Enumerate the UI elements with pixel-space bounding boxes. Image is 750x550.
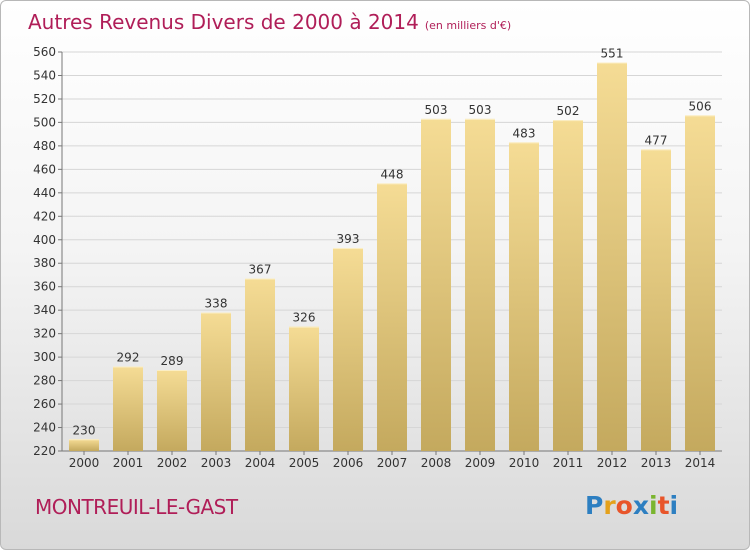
bar — [553, 120, 583, 452]
y-tick-label: 260 — [33, 397, 56, 411]
x-tick-label: 2001 — [113, 456, 144, 470]
bar — [509, 142, 539, 452]
y-tick-label: 500 — [33, 115, 56, 129]
bar — [641, 149, 671, 451]
logo-letter: i — [669, 491, 679, 520]
bar — [201, 312, 231, 451]
x-tick-label: 2010 — [509, 456, 540, 470]
y-tick-label: 420 — [33, 209, 56, 223]
bar-value-label: 289 — [161, 354, 184, 368]
y-tick-label: 320 — [33, 327, 56, 341]
y-tick-label: 520 — [33, 92, 56, 106]
y-tick-label: 560 — [33, 45, 56, 59]
bar — [377, 183, 407, 451]
bars — [69, 62, 715, 452]
labels: 220 240 260 280 300 320 340 360 380 400 420 440 460 4… — [33, 45, 715, 470]
proxiti-logo: Proxiti — [585, 491, 678, 520]
title-text: Autres Revenus Divers de 2000 à 2014 — [28, 10, 419, 34]
logo-letter: x — [632, 491, 649, 520]
y-tick-label: 280 — [33, 374, 56, 388]
y-tick-label: 240 — [33, 421, 56, 435]
x-tick-label: 2005 — [289, 456, 320, 470]
bar-value-label: 367 — [249, 262, 272, 276]
bar-value-label: 477 — [645, 133, 668, 147]
x-tick-label: 2000 — [69, 456, 100, 470]
bar — [113, 366, 143, 451]
bar-value-label: 448 — [381, 167, 404, 181]
x-tick-label: 2012 — [597, 456, 628, 470]
bar-value-label: 506 — [689, 99, 712, 113]
bar — [421, 118, 451, 451]
logo-letter: o — [615, 491, 633, 520]
y-tick-label: 460 — [33, 162, 56, 176]
x-tick-label: 2008 — [421, 456, 452, 470]
commune-name: MONTREUIL-LE-GAST — [35, 495, 238, 519]
bar-value-label: 292 — [117, 351, 140, 365]
x-tick-label: 2004 — [245, 456, 276, 470]
bar — [157, 370, 187, 451]
x-tick-label: 2003 — [201, 456, 232, 470]
y-tick-label: 220 — [33, 444, 56, 458]
bar — [333, 247, 363, 451]
bar-value-label: 503 — [469, 103, 492, 117]
chart-subtitle: (en milliers d'€) — [424, 19, 512, 32]
x-tick-label: 2007 — [377, 456, 408, 470]
logo-letter: P — [585, 491, 604, 520]
chart-title: Autres Revenus Divers de 2000 à 2014 (en … — [28, 10, 511, 34]
bar — [597, 62, 627, 451]
logo-letter: i — [649, 491, 658, 520]
x-tick-label: 2002 — [157, 456, 188, 470]
y-tick-label: 400 — [33, 233, 56, 247]
bar-value-label: 230 — [73, 423, 96, 437]
x-tick-label: 2014 — [685, 456, 716, 470]
bar — [289, 326, 319, 451]
y-tick-label: 480 — [33, 139, 56, 153]
logo-letter: t — [657, 491, 670, 520]
bar-value-label: 393 — [337, 232, 360, 246]
logo-letter: r — [603, 491, 616, 520]
y-tick-label: 360 — [33, 280, 56, 294]
bar-value-label: 503 — [425, 103, 448, 117]
x-tick-label: 2013 — [641, 456, 672, 470]
y-tick-label: 440 — [33, 186, 56, 200]
x-tick-label: 2006 — [333, 456, 364, 470]
bar-value-label: 483 — [513, 126, 536, 140]
bar — [465, 118, 495, 451]
bar — [69, 439, 99, 451]
bar — [245, 278, 275, 451]
y-tick-label: 300 — [33, 350, 56, 364]
x-tick-label: 2009 — [465, 456, 496, 470]
bar-value-label: 338 — [205, 297, 228, 311]
y-tick-label: 340 — [33, 303, 56, 317]
bar — [685, 115, 715, 451]
x-tick-label: 2011 — [553, 456, 584, 470]
bar-value-label: 502 — [557, 104, 580, 118]
y-tick-label: 540 — [33, 68, 56, 82]
y-tick-label: 380 — [33, 256, 56, 270]
bar-value-label: 326 — [293, 311, 316, 325]
bar-value-label: 551 — [601, 47, 624, 61]
